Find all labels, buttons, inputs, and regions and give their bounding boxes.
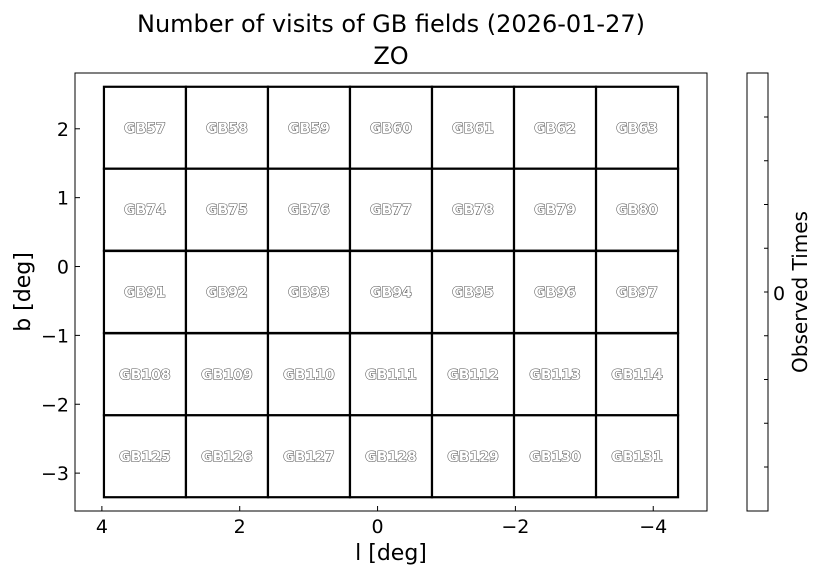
field-label: GB63: [616, 121, 658, 137]
field-label: GB62: [534, 121, 576, 137]
field-label: GB75: [206, 203, 248, 219]
field-label: GB129: [447, 449, 498, 465]
x-tick-label: 4: [96, 516, 108, 538]
field-cell: [102, 332, 188, 417]
field-cell: [594, 414, 680, 499]
field-label: GB92: [206, 285, 248, 301]
y-axis-label: b [deg]: [11, 252, 36, 332]
field-label: GB127: [283, 449, 334, 465]
field-label: GB77: [370, 203, 412, 219]
field-cell: [184, 249, 270, 335]
field-label: GB59: [288, 121, 330, 137]
field-label: GB97: [616, 285, 658, 301]
field-label: GB113: [529, 367, 580, 383]
y-tick-label: −3: [41, 463, 69, 485]
field-label: GB108: [119, 367, 170, 383]
field-label: GB130: [529, 449, 581, 465]
field-cell: [430, 332, 516, 417]
field-label: GB76: [288, 203, 330, 219]
y-tick-label: 0: [57, 257, 69, 279]
field-cell: [348, 249, 434, 335]
chart-subtitle: ZO: [373, 42, 408, 70]
field-cell: [594, 249, 680, 335]
field-label: GB128: [365, 449, 416, 465]
field-cell: [512, 414, 598, 499]
y-tick-label: −2: [41, 394, 69, 416]
field-label: GB126: [201, 449, 252, 465]
field-cell: [512, 249, 598, 335]
x-tick-label: −4: [639, 516, 667, 538]
field-label: GB93: [288, 285, 330, 301]
x-tick-label: 0: [372, 516, 384, 538]
field-label: GB125: [119, 449, 170, 465]
field-cell: [184, 414, 270, 499]
field-cell: [348, 167, 434, 252]
field-label: GB96: [534, 285, 576, 301]
y-tick-label: 1: [57, 188, 69, 210]
field-label: GB112: [447, 367, 498, 383]
field-cell: [102, 249, 188, 335]
field-label: GB57: [124, 121, 166, 137]
field-label: GB94: [370, 285, 412, 301]
field-cell: [430, 249, 516, 335]
field-cell: [430, 414, 516, 499]
field-label: GB60: [370, 121, 412, 137]
field-cell: [266, 249, 352, 335]
field-label: GB110: [283, 367, 335, 383]
field-label: GB91: [124, 285, 166, 301]
field-label: GB114: [611, 367, 663, 383]
field-cell: [512, 332, 598, 417]
colorbar-tick-label: 0: [773, 283, 785, 305]
field-label: GB80: [616, 203, 658, 219]
field-label: GB74: [124, 203, 166, 219]
field-label: GB131: [611, 449, 662, 465]
chart-title: Number of visits of GB fields (2026-01-2…: [137, 10, 645, 38]
x-tick-label: −2: [501, 516, 529, 538]
field-label: GB78: [452, 203, 494, 219]
field-label: GB109: [201, 367, 252, 383]
y-tick-label: 2: [57, 119, 69, 141]
y-tick-label: −1: [41, 325, 69, 347]
field-label: GB111: [365, 367, 416, 383]
field-label: GB79: [534, 203, 576, 219]
field-label: GB58: [206, 121, 248, 137]
field-cell: [184, 167, 270, 252]
x-tick-label: 2: [234, 516, 246, 538]
field-cell: [430, 85, 516, 170]
colorbar-label: Observed Times: [788, 211, 812, 373]
x-axis-label: l [deg]: [355, 541, 427, 566]
field-label: GB61: [452, 121, 494, 137]
field-label: GB95: [452, 285, 494, 301]
field-cell: [594, 332, 680, 417]
field-cell: [594, 85, 680, 170]
field-cell: [512, 167, 598, 252]
field-cell: [102, 85, 188, 170]
